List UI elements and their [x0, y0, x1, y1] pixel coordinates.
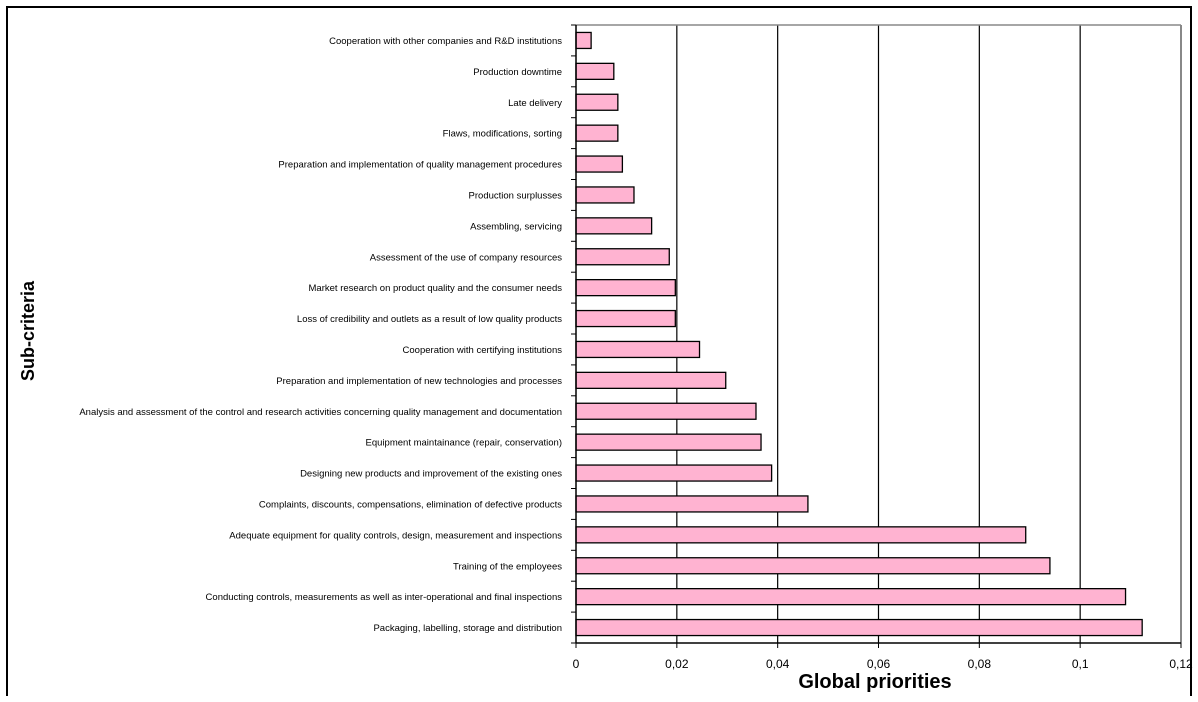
category-label: Assessment of the use of company resourc… [370, 252, 562, 263]
bars [575, 31, 1143, 637]
category-label: Training of the employees [453, 561, 562, 572]
category-label: Equipment maintainance (repair, conserva… [366, 438, 562, 449]
category-labels: Cooperation with other companies and R&D… [79, 36, 562, 634]
x-tick-label: 0 [573, 657, 580, 671]
y-axis-title: Sub-criteria [18, 280, 38, 381]
bar [575, 526, 1027, 544]
category-label: Assembling, servicing [470, 221, 562, 232]
category-label: Flaws, modifications, sorting [443, 129, 562, 140]
category-label: Late delivery [508, 98, 562, 109]
bar [575, 371, 727, 390]
category-label: Adequate equipment for quality controls,… [229, 530, 562, 541]
category-label: Preparation and implementation of new te… [276, 376, 562, 387]
x-tick-label: 0,04 [766, 657, 790, 671]
x-tick-label: 0,12 [1169, 657, 1193, 671]
category-label: Packaging, labelling, storage and distri… [373, 623, 562, 634]
x-tick-label: 0,06 [867, 657, 891, 671]
bar [575, 309, 676, 328]
category-label: Complaints, discounts, compensations, el… [259, 499, 562, 510]
category-label: Cooperation with certifying institutions [403, 345, 563, 356]
category-label: Loss of credibility and outlets as a res… [297, 314, 562, 325]
bar [575, 588, 1127, 606]
bar [575, 62, 615, 80]
category-label: Analysis and assessment of the control a… [79, 407, 562, 418]
category-label: Market research on product quality and t… [309, 283, 563, 294]
bar [575, 557, 1051, 575]
category-label: Production surplusses [469, 190, 563, 201]
bar [575, 93, 619, 111]
bar [575, 186, 635, 204]
bar [575, 402, 757, 420]
x-tick-label: 0,1 [1072, 657, 1089, 671]
x-tick-labels: 0 0,02 0,04 0,06 0,08 0,1 0,12 [573, 657, 1193, 671]
gridlines [676, 25, 1182, 643]
bar [575, 217, 653, 235]
category-label: Production downtime [473, 67, 562, 78]
bar [575, 124, 619, 142]
bar [575, 155, 624, 173]
bar [575, 340, 701, 359]
bar [575, 618, 1143, 637]
bar [575, 31, 592, 50]
x-tick-label: 0,08 [968, 657, 992, 671]
bar [575, 433, 762, 451]
bar [575, 464, 773, 482]
category-label: Designing new products and improvement o… [300, 469, 562, 480]
category-label: Preparation and implementation of qualit… [278, 160, 562, 171]
bar [575, 248, 670, 266]
chart-frame [6, 6, 1192, 696]
x-axis-title: Global priorities [798, 671, 951, 693]
category-label: Conducting controls, measurements as wel… [206, 592, 563, 603]
axes [571, 24, 1182, 648]
bar [575, 495, 809, 513]
category-label: Cooperation with other companies and R&D… [329, 36, 562, 47]
bar [575, 278, 676, 297]
x-tick-label: 0,02 [665, 657, 689, 671]
